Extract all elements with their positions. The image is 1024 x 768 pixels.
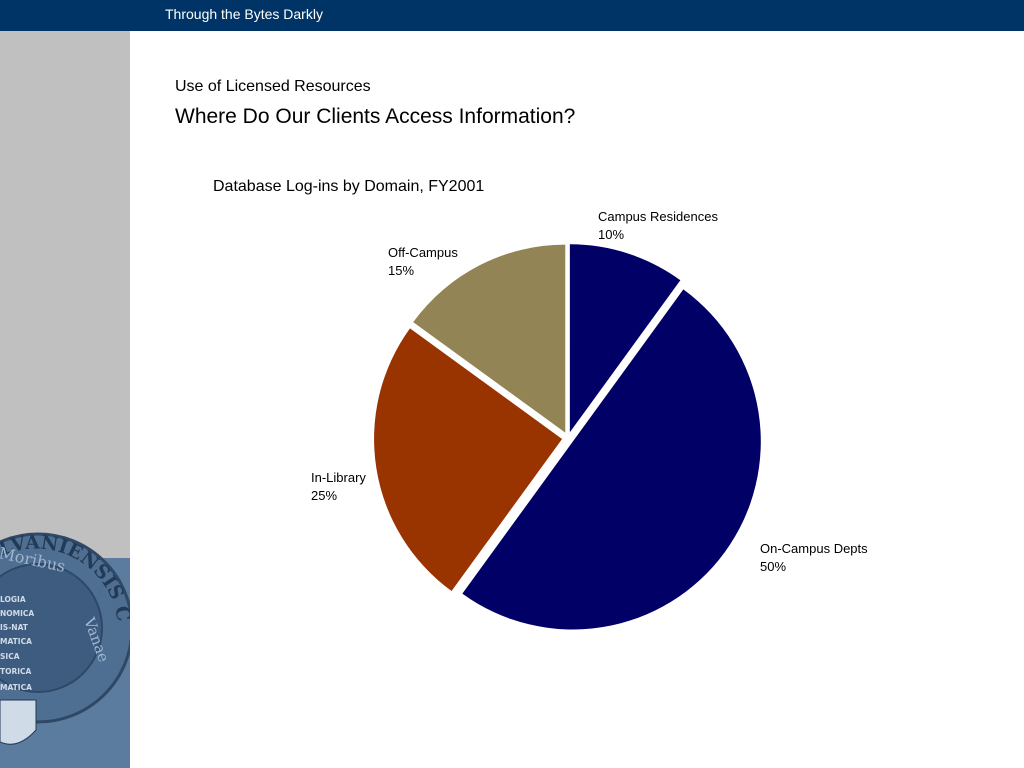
slice-label-value: 10% xyxy=(598,227,625,242)
slice-label-off-campus: Off-Campus 15% xyxy=(388,244,458,280)
header-left-block xyxy=(0,0,130,31)
slice-label-value: 15% xyxy=(388,263,415,278)
slice-label-name: Campus Residences xyxy=(598,209,718,224)
pie-slice-campus-residences xyxy=(569,244,681,433)
header-bar xyxy=(0,0,1024,31)
slice-label-value: 50% xyxy=(760,559,787,574)
pie-slice-on-campus-depts xyxy=(462,289,761,630)
slice-label-name: On-Campus Depts xyxy=(760,541,868,556)
university-seal: NNSYLVANIENSIS CVRATORVM Moribus Vanae L… xyxy=(0,500,130,768)
page-title: Where Do Our Clients Access Information? xyxy=(175,105,576,128)
seal-book-line: IS-NAT xyxy=(0,623,29,632)
seal-book-line: TORICA xyxy=(0,667,32,676)
chart-title: Database Log-ins by Domain, FY2001 xyxy=(213,178,485,195)
slice-label-in-library: In-Library 25% xyxy=(311,469,366,505)
slice-label-value: 25% xyxy=(311,488,338,503)
slice-label-on-campus-depts: On-Campus Depts 50% xyxy=(760,540,868,576)
seal-book-line: NOMICA xyxy=(0,609,34,618)
seal-book-line: MATICA xyxy=(0,683,32,692)
seal-book-line: SICA xyxy=(0,652,20,661)
seal-book-line: LOGIA xyxy=(0,595,26,604)
pie-slice-off-campus xyxy=(413,244,566,433)
seal-graphic: NNSYLVANIENSIS CVRATORVM Moribus Vanae L… xyxy=(0,500,130,745)
slice-label-name: Off-Campus xyxy=(388,245,458,260)
seal-book-line: MATICA xyxy=(0,637,32,646)
header-title: Through the Bytes Darkly xyxy=(165,6,323,22)
seal-shield-icon xyxy=(0,699,37,745)
section-title: Use of Licensed Resources xyxy=(175,78,371,95)
slice-label-campus-residences: Campus Residences 10% xyxy=(598,208,718,244)
slice-label-name: In-Library xyxy=(311,470,366,485)
pie-slice-in-library xyxy=(374,328,563,592)
